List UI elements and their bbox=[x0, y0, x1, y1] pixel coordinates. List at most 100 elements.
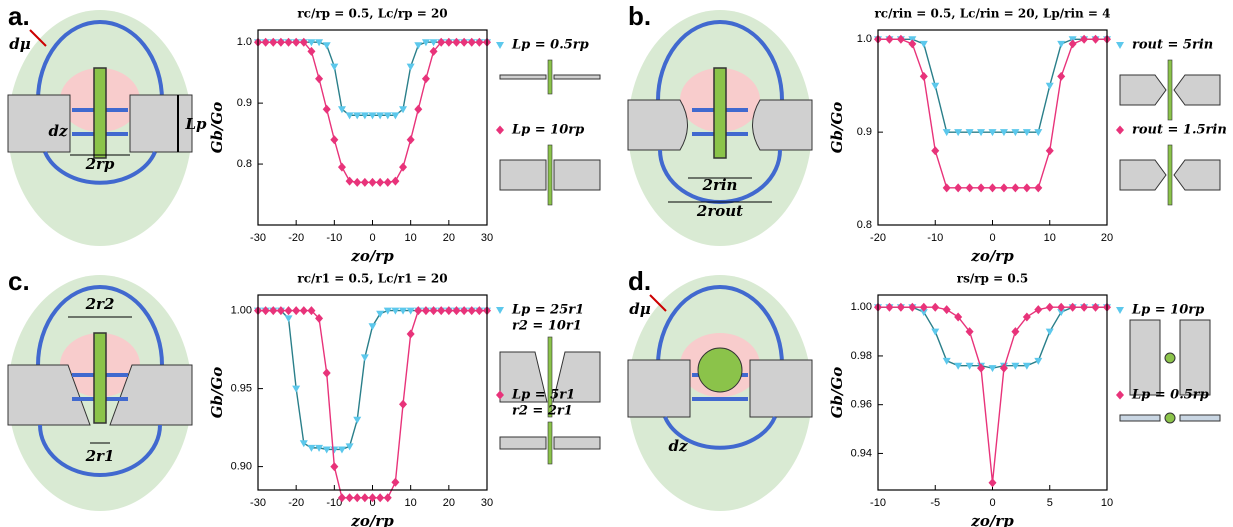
x-tick-label: -20 bbox=[870, 232, 886, 244]
membrane-right bbox=[752, 99, 813, 151]
data-point bbox=[337, 162, 346, 172]
icon-rod bbox=[1167, 59, 1173, 121]
data-point bbox=[1057, 302, 1066, 312]
data-point bbox=[942, 183, 951, 193]
data-point bbox=[406, 329, 415, 339]
data-line bbox=[258, 41, 487, 184]
data-point bbox=[1022, 362, 1031, 370]
diagram-label: 2rp bbox=[85, 155, 115, 173]
data-point bbox=[1057, 71, 1066, 81]
data-point bbox=[1022, 183, 1031, 193]
data-point bbox=[1045, 328, 1054, 336]
diagram-label: 2r1 bbox=[85, 447, 115, 465]
y-tick-label: 0.96 bbox=[851, 399, 872, 411]
diagram-label: 2rin bbox=[702, 176, 738, 194]
data-point bbox=[896, 302, 905, 312]
data-point bbox=[908, 302, 917, 312]
legend-marker bbox=[1116, 42, 1124, 49]
data-point bbox=[399, 106, 408, 114]
data-point bbox=[269, 37, 278, 47]
data-point bbox=[1022, 312, 1031, 322]
y-tick-label: 1.0 bbox=[857, 33, 872, 45]
data-point bbox=[299, 306, 308, 316]
y-tick-label: 1.0 bbox=[237, 36, 252, 48]
panel-label: a. bbox=[8, 1, 30, 31]
x-tick-label: -10 bbox=[927, 232, 943, 244]
icon-membrane bbox=[1173, 159, 1221, 191]
diagram-label: 2r2 bbox=[85, 295, 115, 313]
icon-rod bbox=[547, 59, 553, 95]
data-point bbox=[299, 37, 308, 47]
data-point bbox=[307, 444, 316, 452]
legend-label: Lp = 10rp bbox=[511, 123, 584, 138]
data-point bbox=[942, 357, 951, 365]
data-point bbox=[429, 39, 438, 47]
legend-label: rout = 1.5rin bbox=[1132, 123, 1227, 138]
data-point bbox=[345, 112, 354, 120]
y-tick-label: 0.95 bbox=[231, 383, 252, 395]
data-point bbox=[368, 493, 377, 503]
data-point bbox=[965, 327, 974, 337]
legend-label: Lp = 5r1 bbox=[511, 388, 575, 403]
data-point bbox=[999, 363, 1008, 373]
data-point bbox=[276, 37, 285, 47]
data-point bbox=[896, 34, 905, 44]
data-point bbox=[345, 443, 354, 451]
legend-label: Lp = 25r1 bbox=[511, 303, 584, 318]
x-axis-label: zo/rp bbox=[350, 512, 394, 527]
data-point bbox=[345, 176, 354, 186]
legend-label: r2 = 2r1 bbox=[512, 404, 573, 419]
data-line bbox=[878, 38, 1107, 189]
x-axis-label: zo/rp bbox=[970, 247, 1014, 265]
icon-membrane bbox=[553, 436, 601, 450]
membrane-right bbox=[129, 94, 193, 153]
icon-membrane bbox=[553, 159, 601, 191]
legend-marker bbox=[496, 390, 504, 400]
diagram-label: dz bbox=[668, 437, 687, 455]
membrane-right bbox=[109, 364, 193, 426]
data-point bbox=[999, 129, 1008, 137]
icon-particle bbox=[1164, 412, 1176, 424]
diagram-label: 2rout bbox=[696, 202, 743, 220]
data-point bbox=[322, 368, 331, 378]
data-point bbox=[360, 177, 369, 187]
data-point bbox=[399, 399, 408, 409]
data-point bbox=[1011, 362, 1020, 370]
y-tick-label: 0.94 bbox=[851, 447, 872, 459]
data-point bbox=[353, 416, 362, 424]
data-point bbox=[406, 307, 415, 315]
data-point bbox=[931, 302, 940, 312]
data-point bbox=[284, 306, 293, 316]
x-tick-label: 20 bbox=[443, 232, 455, 244]
data-point bbox=[460, 306, 469, 316]
x-tick-label: 20 bbox=[443, 497, 455, 509]
x-tick-label: -20 bbox=[288, 232, 304, 244]
legend-marker bbox=[496, 42, 504, 49]
icon-particle bbox=[1164, 352, 1176, 364]
x-tick-label: 10 bbox=[405, 232, 417, 244]
panel: c. 2r2 2r1 rc/r1 = 0.5, Lc/r1 = 20 -30 -20 -10… bbox=[7, 266, 601, 527]
y-tick-label: 0.90 bbox=[231, 461, 252, 473]
data-point bbox=[965, 129, 974, 137]
data-point bbox=[954, 312, 963, 322]
icon-membrane bbox=[499, 74, 547, 80]
membrane-left bbox=[7, 364, 91, 426]
data-point bbox=[977, 183, 986, 193]
data-point bbox=[988, 365, 997, 373]
x-tick-label: -20 bbox=[288, 497, 304, 509]
data-point bbox=[444, 306, 453, 316]
x-tick-label: 10 bbox=[405, 497, 417, 509]
data-point bbox=[261, 37, 270, 47]
icon-membrane bbox=[1179, 414, 1221, 422]
x-tick-label: 10 bbox=[1101, 497, 1113, 509]
x-axis-label: zo/rp bbox=[970, 512, 1014, 527]
data-point bbox=[444, 37, 453, 47]
data-point bbox=[330, 462, 339, 472]
data-point bbox=[1080, 302, 1089, 312]
x-tick-label: 0 bbox=[369, 232, 375, 244]
data-point bbox=[1045, 82, 1054, 90]
diagram-label: dz bbox=[48, 122, 67, 140]
icon-rod bbox=[547, 421, 553, 465]
data-point bbox=[376, 112, 385, 120]
data-point bbox=[977, 363, 986, 373]
